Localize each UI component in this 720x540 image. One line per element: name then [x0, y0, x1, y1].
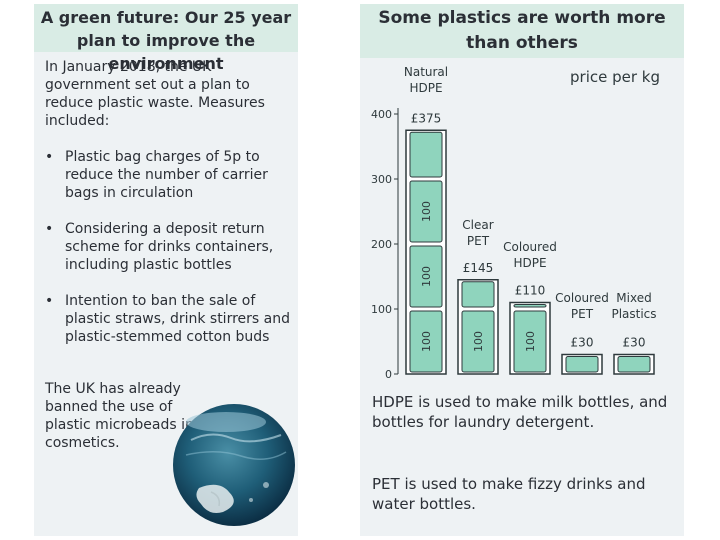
bar-value-label: £375 — [411, 111, 442, 125]
microbeads-text: The UK has already banned the use of pla… — [45, 381, 194, 451]
banknote-segment — [409, 180, 443, 243]
category-label: HDPE — [409, 81, 442, 95]
category-label: Mixed — [616, 291, 651, 305]
category-label: Plastics — [611, 307, 656, 321]
banknote-label: 100 — [420, 201, 433, 222]
banknote-segment — [461, 281, 495, 308]
banknote-segment — [513, 310, 547, 373]
chart-title: Some plastics are worth more than others — [378, 8, 666, 53]
banknote-segment — [513, 304, 547, 308]
chart-header: Some plastics are worth more than others — [360, 4, 684, 58]
banknote-label: 100 — [420, 331, 433, 352]
ocean-plastic-image — [173, 404, 295, 526]
banknote-label: 100 — [472, 331, 485, 352]
category-label: Clear — [462, 218, 493, 232]
bullet-icon: • — [45, 149, 54, 165]
plan-header: A green future: Our 25 year plan to impr… — [34, 4, 298, 73]
category-label: Coloured — [555, 291, 609, 305]
bullet-icon: • — [45, 293, 54, 309]
bar-value-label: £30 — [623, 336, 646, 350]
banknote-label: 100 — [420, 266, 433, 287]
plan-intro: In January 2018, the UK government set o… — [45, 59, 265, 129]
y-tick-label: 300 — [371, 173, 392, 186]
category-label: PET — [467, 234, 490, 248]
chart-panel: Some plastics are worth more than others… — [360, 4, 684, 536]
hdpe-note: HDPE is used to make milk bottles, and b… — [372, 393, 668, 431]
plan-panel: A green future: Our 25 year plan to impr… — [34, 4, 298, 536]
y-tick-label: 0 — [385, 368, 392, 381]
banknote-segment — [409, 310, 443, 373]
measure-item: • Plastic bag charges of 5p to reduce the… — [45, 148, 295, 202]
banknote-segment — [565, 356, 599, 373]
unit-label: price per kg — [570, 68, 660, 86]
banknote-label: 100 — [524, 331, 537, 352]
bullet-icon: • — [45, 221, 54, 237]
price-bar-chart: 0 100 200 300 400 price per kg 100 100 100 £375 10… — [371, 65, 660, 381]
measure-item: • Intention to ban the sale of plastic st… — [45, 292, 295, 346]
banknote-segment — [409, 131, 443, 178]
category-label: HDPE — [513, 256, 546, 270]
bar-value-label: £110 — [515, 284, 546, 298]
measure-text: Plastic bag charges of 5p to reduce the … — [65, 149, 268, 201]
category-label: Natural — [404, 65, 448, 79]
measure-item: • Considering a deposit return scheme for… — [45, 220, 295, 274]
y-tick-label: 400 — [371, 108, 392, 121]
pet-note: PET is used to make fizzy drinks and wat… — [372, 475, 646, 513]
banknote-segment — [461, 310, 495, 373]
bar-value-label: £30 — [571, 336, 594, 350]
category-label: Coloured — [503, 240, 557, 254]
y-tick-label: 100 — [371, 303, 392, 316]
y-tick-label: 200 — [371, 238, 392, 251]
measures-list: • Plastic bag charges of 5p to reduce the… — [45, 148, 295, 364]
banknote-segment — [617, 356, 651, 373]
measure-text: Intention to ban the sale of plastic str… — [65, 293, 290, 345]
bar-value-label: £145 — [463, 261, 494, 275]
banknote-segment — [409, 245, 443, 308]
category-label: PET — [571, 307, 594, 321]
plan-title: A green future: Our 25 year plan to impr… — [40, 8, 292, 73]
measure-text: Considering a deposit return scheme for … — [65, 221, 274, 273]
